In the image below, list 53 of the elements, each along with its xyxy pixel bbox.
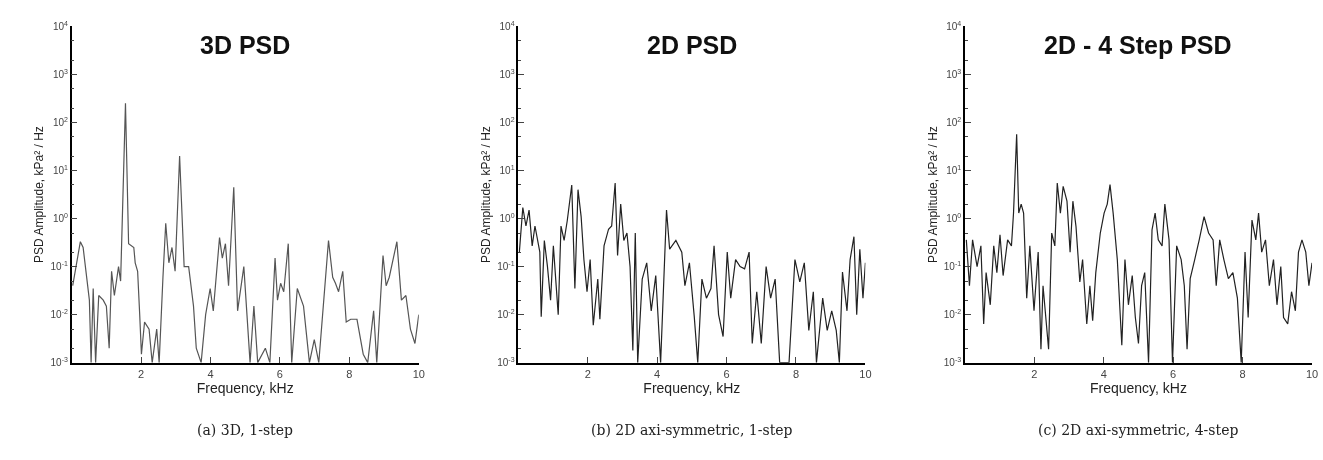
x-axis-title: Frequency, kHz [196, 379, 294, 396]
x-tick-label: 10 [1305, 367, 1319, 380]
y-axis-title: PSD Amplitude, kPa² / Hz [925, 126, 940, 263]
x-tick-label: 6 [723, 367, 730, 380]
y-tick-label: 10$^{-3}$ [50, 355, 69, 369]
y-tick-label: 10$^{-1}$ [50, 259, 69, 273]
y-tick-label: 10$^{-2}$ [497, 307, 515, 321]
x-tick-label: 2 [1031, 367, 1038, 380]
y-tick-label: 10$^{4}$ [52, 19, 69, 32]
text: (a) 3D, 1-step [197, 422, 293, 438]
x-tick-label: 2 [138, 367, 145, 380]
x-tick-label: 8 [1239, 367, 1246, 380]
y-tick-label: 10$^{1}$ [946, 163, 962, 177]
y-tick-label: 10$^{-2}$ [50, 307, 69, 321]
y-tick-label: 10$^{0}$ [946, 211, 962, 225]
y-tick-label: 10$^{-2}$ [943, 307, 962, 321]
y-tick-label: 10$^{3}$ [946, 67, 962, 80]
x-axis-title: Frequency, kHz [1089, 379, 1187, 396]
text: (c) 2D axi-symmetric, 4-step [1038, 422, 1239, 438]
x-tick-label: 4 [207, 367, 214, 380]
x-axis-title: Frequency, kHz [643, 379, 741, 396]
y-axis-title: PSD Amplitude, kPa² / Hz [479, 126, 493, 263]
y-tick-label: 10$^{1}$ [52, 163, 69, 177]
y-tick-label: 10$^{-3}$ [497, 355, 515, 369]
y-tick-label: 10$^{3}$ [499, 67, 515, 80]
x-tick-label: 6 [276, 367, 283, 380]
line-series [72, 102, 419, 363]
x-tick-label: 10 [859, 367, 872, 380]
line-series [965, 133, 1313, 363]
y-tick-label: 10$^{-1}$ [943, 259, 962, 273]
x-tick-label: 6 [1170, 367, 1177, 380]
y-tick-label: 10$^{1}$ [499, 163, 515, 177]
y-tick-label: 10$^{0}$ [499, 211, 515, 225]
x-tick-label: 4 [1100, 367, 1107, 380]
text: (b) 2D axi-symmetric, 1-step [591, 422, 793, 438]
x-tick-label: 4 [654, 367, 661, 380]
chart-title: 3D PSD [200, 31, 291, 59]
y-tick-label: 10$^{4}$ [946, 19, 962, 32]
y-tick-label: 10$^{3}$ [52, 67, 69, 80]
x-tick-label: 8 [792, 367, 800, 380]
y-tick-label: 10$^{2}$ [499, 115, 515, 128]
y-tick-label: 10$^{-3}$ [943, 355, 962, 369]
x-tick-label: 8 [346, 367, 353, 380]
x-tick-label: 10 [412, 367, 425, 380]
y-tick-label: 10$^{2}$ [946, 115, 962, 128]
chart-title: 2D PSD [647, 31, 738, 59]
y-tick-label: 10$^{2}$ [52, 115, 69, 128]
chart-title: 2D - 4 Step PSD [1044, 31, 1232, 59]
y-tick-label: 10$^{4}$ [499, 19, 515, 32]
x-tick-label: 2 [584, 367, 591, 380]
y-tick-label: 10$^{-1}$ [497, 259, 515, 273]
y-tick-label: 10$^{0}$ [52, 211, 69, 225]
y-axis-title: PSD Amplitude, kPa² / Hz [32, 126, 47, 263]
